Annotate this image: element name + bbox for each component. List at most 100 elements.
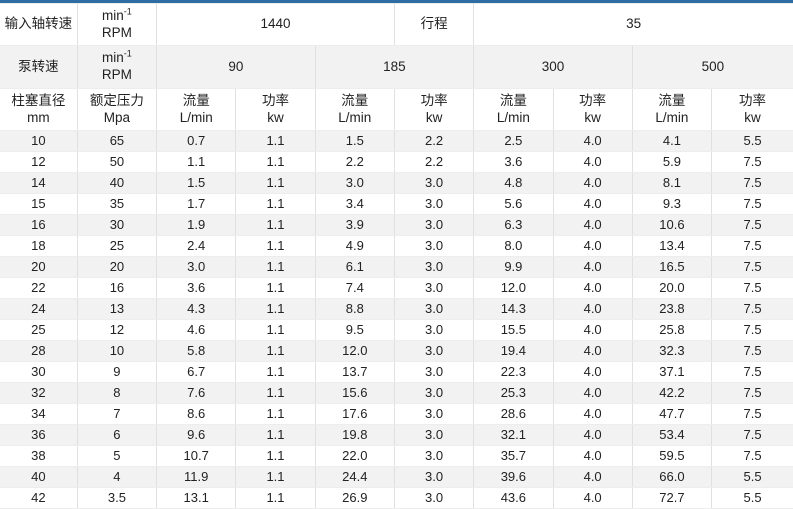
table-cell: 1.1: [235, 319, 316, 341]
table-cell: 4.0: [552, 256, 633, 278]
table-cell: 28.6: [473, 403, 554, 425]
table-cell: 15.5: [473, 319, 554, 341]
table-cell: 7.5: [711, 277, 793, 299]
table-cell: 9.9: [473, 256, 554, 278]
table-cell: 25.8: [631, 319, 713, 341]
table-cell: 25.3: [473, 382, 554, 404]
table-row: 18 25 2.4 1.1 4.9 3.0 8.0 4.0 13.4 7.5: [0, 235, 793, 257]
table-cell: 12: [76, 319, 158, 341]
table-cell: 1.1: [235, 151, 316, 173]
flow-unit: L/min: [338, 109, 372, 125]
table-cell: 3.0: [393, 172, 475, 194]
table-cell: 72.7: [631, 487, 713, 509]
table-cell: 7.5: [711, 172, 793, 194]
table-cell: 16: [0, 214, 78, 236]
stroke-label: 行程: [393, 3, 475, 46]
table-row: 40 4 11.9 1.1 24.4 3.0 39.6 4.0 66.0 5.5: [0, 466, 793, 488]
table-cell: 3.0: [393, 235, 475, 257]
table-cell: 42: [0, 487, 78, 509]
table-cell: 7.5: [711, 193, 793, 215]
plunger-diameter-label: 柱塞直径: [11, 92, 66, 108]
table-cell: 8.6: [156, 403, 237, 425]
table-row: 12 50 1.1 1.1 2.2 2.2 3.6 4.0 5.9 7.5: [0, 151, 793, 173]
table-cell: 1.1: [235, 277, 316, 299]
table-cell: 7.6: [156, 382, 237, 404]
table-cell: 20: [76, 256, 158, 278]
pump-speed-unit: min-1 RPM: [76, 45, 158, 89]
table-cell: 3.0: [393, 424, 475, 446]
table-cell: 1.1: [235, 298, 316, 320]
pump-speed-value-300: 300: [473, 45, 633, 89]
table-cell: 4.0: [552, 487, 633, 509]
table-cell: 4.0: [552, 172, 633, 194]
table-cell: 15.6: [314, 382, 395, 404]
pump-speed-value-185: 185: [314, 45, 475, 89]
table-cell: 8.1: [631, 172, 713, 194]
table-cell: 37.1: [631, 361, 713, 383]
table-cell: 11.9: [156, 466, 237, 488]
plunger-diameter-unit: mm: [27, 109, 50, 125]
table-cell: 4.0: [552, 193, 633, 215]
table-body: 输入轴转速 min-1 RPM 1440 行程 35 泵转速 min-1 RPM…: [0, 3, 793, 509]
column-header-flow-300: 流量 L/min: [473, 88, 554, 131]
flow-label: 流量: [341, 92, 369, 108]
table-cell: 10.7: [156, 445, 237, 467]
table-cell: 3.0: [393, 298, 475, 320]
table-cell: 10.6: [631, 214, 713, 236]
table-row: 14 40 1.5 1.1 3.0 3.0 4.8 4.0 8.1 7.5: [0, 172, 793, 194]
table-row: 32 8 7.6 1.1 15.6 3.0 25.3 4.0 42.2 7.5: [0, 382, 793, 404]
table-cell: 4.0: [552, 445, 633, 467]
table-cell: 4.0: [552, 130, 633, 152]
table-cell: 32.1: [473, 424, 554, 446]
table-cell: 7.5: [711, 403, 793, 425]
flow-unit: L/min: [496, 109, 530, 125]
table-cell: 1.1: [235, 193, 316, 215]
table-cell: 7.4: [314, 277, 395, 299]
table-cell: 47.7: [631, 403, 713, 425]
table-cell: 25: [0, 319, 78, 341]
table-cell: 5.5: [711, 130, 793, 152]
table-cell: 3.0: [393, 340, 475, 362]
table-cell: 12: [0, 151, 78, 173]
table-cell: 1.1: [235, 403, 316, 425]
unit-min-text: min: [102, 7, 124, 23]
stroke-value: 35: [473, 3, 793, 46]
table-cell: 7.5: [711, 235, 793, 257]
table-row: 20 20 3.0 1.1 6.1 3.0 9.9 4.0 16.5 7.5: [0, 256, 793, 278]
table-cell: 3.5: [76, 487, 158, 509]
pump-speed-label: 泵转速: [0, 45, 78, 89]
table-cell: 34: [0, 403, 78, 425]
table-cell: 12.0: [314, 340, 395, 362]
table-cell: 4.8: [473, 172, 554, 194]
table-cell: 7.5: [711, 382, 793, 404]
table-cell: 26.9: [314, 487, 395, 509]
table-cell: 8.8: [314, 298, 395, 320]
table-cell: 10: [0, 130, 78, 152]
table-cell: 24: [0, 298, 78, 320]
table-cell: 6.1: [314, 256, 395, 278]
table-cell: 1.1: [235, 172, 316, 194]
table-cell: 1.7: [156, 193, 237, 215]
column-header-flow-500: 流量 L/min: [631, 88, 713, 131]
column-header-power-300: 功率 kw: [552, 88, 633, 131]
table-cell: 6: [76, 424, 158, 446]
table-cell: 4.6: [156, 319, 237, 341]
table-cell: 2.2: [314, 151, 395, 173]
table-cell: 1.9: [156, 214, 237, 236]
table-cell: 4.0: [552, 361, 633, 383]
table-cell: 53.4: [631, 424, 713, 446]
table-cell: 4.0: [552, 298, 633, 320]
table-cell: 3.0: [393, 256, 475, 278]
table-row: 38 5 10.7 1.1 22.0 3.0 35.7 4.0 59.5 7.5: [0, 445, 793, 467]
pump-specification-table: 输入轴转速 min-1 RPM 1440 行程 35 泵转速 min-1 RPM…: [0, 3, 793, 509]
table-cell: 1.1: [235, 256, 316, 278]
table-cell: 5.6: [473, 193, 554, 215]
table-cell: 4.0: [552, 424, 633, 446]
rated-pressure-label: 额定压力: [89, 92, 144, 108]
table-cell: 38: [0, 445, 78, 467]
table-cell: 35.7: [473, 445, 554, 467]
table-row: 36 6 9.6 1.1 19.8 3.0 32.1 4.0 53.4 7.5: [0, 424, 793, 446]
table-cell: 4: [76, 466, 158, 488]
table-cell: 3.0: [393, 466, 475, 488]
table-cell: 1.1: [235, 130, 316, 152]
